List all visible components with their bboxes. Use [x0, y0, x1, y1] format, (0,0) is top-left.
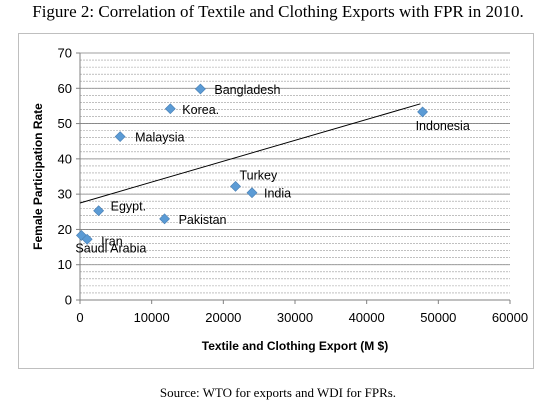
point-label: Turkey	[240, 168, 278, 182]
y-tick-label: 0	[65, 293, 72, 308]
x-tick-label: 0	[76, 310, 83, 325]
point-label: Indonesia	[416, 119, 470, 133]
trendline-group	[79, 103, 421, 204]
point-label: Malaysia	[135, 131, 184, 145]
point-label: Pakistan	[179, 213, 227, 227]
data-point	[230, 180, 241, 192]
point-label: Iran	[101, 234, 123, 248]
x-tick-label: 40000	[349, 310, 385, 325]
point-label: Saudi Arabia	[75, 241, 146, 255]
y-tick-label: 60	[58, 81, 72, 96]
y-tick-label: 10	[58, 257, 72, 272]
data-point	[81, 233, 93, 245]
point-label: Egypt.	[111, 200, 146, 214]
x-tick-label: 20000	[205, 310, 241, 325]
point-label: Korea.	[182, 103, 219, 117]
data-point	[114, 131, 126, 143]
x-tick-label: 50000	[420, 310, 456, 325]
data-point	[417, 106, 428, 118]
x-tick-label: 10000	[134, 310, 170, 325]
x-tick-label: 60000	[492, 310, 528, 325]
axes: 0 10 20 30 40 50 60 70 0 10000 20000 30000 40000 5000…	[58, 46, 529, 326]
figure-title: Figure 2: Correlation of Textile and Clo…	[32, 2, 524, 21]
figure-source: Source: WTO for exports and WDI for FPRs…	[159, 385, 397, 400]
gridlines	[80, 52, 510, 294]
y-tick-label: 30	[58, 187, 72, 202]
data-point	[93, 205, 105, 217]
x-axis-label: Textile and Clothing Export (M $)	[202, 339, 388, 353]
x-tick-label: 30000	[277, 310, 313, 325]
y-tick-label: 70	[58, 46, 72, 61]
point-labels: Bangladesh Korea. Malaysia Indonesia Turkey I…	[75, 83, 469, 255]
data-point	[194, 83, 206, 95]
data-point	[246, 187, 258, 199]
y-tick-label: 40	[58, 151, 72, 166]
y-tick-label: 50	[58, 116, 72, 131]
data-point	[164, 103, 176, 115]
point-label: Bangladesh	[214, 83, 280, 97]
trendline	[79, 103, 421, 204]
chart-frame	[18, 33, 534, 369]
point-label: India	[264, 187, 291, 201]
data-point	[159, 213, 170, 225]
y-tick-label: 20	[58, 222, 72, 237]
y-axis-label: Female Participation Rate	[31, 103, 45, 250]
points-group	[76, 83, 428, 245]
